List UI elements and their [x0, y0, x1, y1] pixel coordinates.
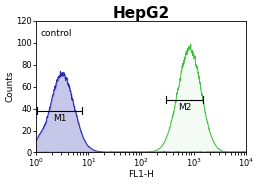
Text: M2: M2 [178, 103, 191, 112]
X-axis label: FL1-H: FL1-H [128, 170, 154, 179]
Text: control: control [40, 29, 72, 38]
Title: HepG2: HepG2 [113, 6, 170, 21]
Y-axis label: Counts: Counts [5, 71, 15, 102]
Text: M1: M1 [53, 114, 66, 123]
